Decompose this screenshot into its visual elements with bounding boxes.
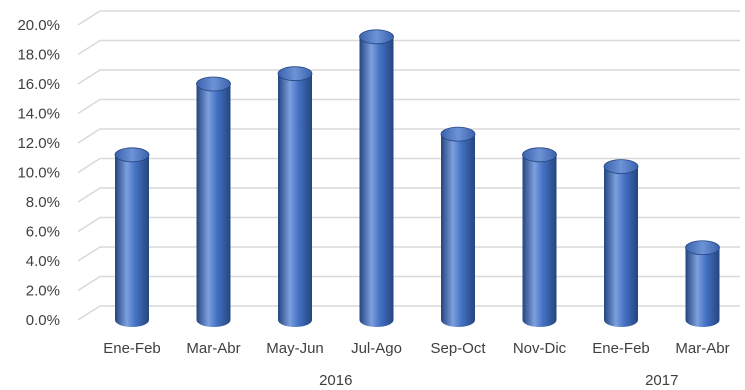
x-axis-category-labels: Ene-Feb Mar-Abr May-Jun Jul-Ago Sep-Oct Nov-D… [103, 340, 729, 357]
gridline [77, 98, 740, 115]
bar [522, 147, 557, 327]
x-category-label: Ene-Feb [103, 340, 161, 357]
gridline [77, 246, 740, 262]
y-tick-label: 2.0% [26, 283, 60, 300]
x-category-label: Ene-Feb [592, 340, 650, 357]
bar [277, 66, 313, 327]
y-tick-label: 14.0% [17, 106, 60, 123]
y-tick-label: 8.0% [26, 194, 60, 211]
bar [440, 126, 476, 327]
gridline [77, 10, 740, 26]
bar [603, 159, 639, 327]
x-category-label: Mar-Abr [675, 340, 729, 357]
gridline [77, 128, 740, 144]
gridline [77, 39, 740, 56]
gridline [77, 69, 740, 85]
x-category-label: Mar-Abr [186, 340, 240, 357]
gridline [77, 187, 740, 203]
y-tick-label: 0.0% [26, 312, 60, 329]
x-category-label: Jul-Ago [351, 340, 402, 357]
gridlines [77, 10, 740, 321]
bar [359, 29, 394, 328]
y-tick-label: 10.0% [17, 165, 60, 182]
x-category-label: Nov-Dic [513, 340, 567, 357]
x-group-label: 2016 [319, 372, 352, 389]
gridline [77, 216, 740, 233]
bars [114, 29, 720, 328]
x-category-label: May-Jun [266, 340, 324, 357]
bar [114, 147, 150, 327]
y-tick-label: 4.0% [26, 253, 60, 270]
y-tick-label: 6.0% [26, 224, 60, 241]
y-axis-tick-labels: 0.0% 2.0% 4.0% 6.0% 8.0% 10.0% 12.0% 14.0% 16.0%… [17, 17, 60, 329]
x-axis-group-labels: 2016 2017 [319, 372, 678, 389]
y-tick-label: 18.0% [17, 47, 60, 64]
x-category-label: Sep-Oct [430, 340, 486, 357]
bar [196, 76, 231, 327]
gridline [77, 305, 740, 321]
y-tick-label: 16.0% [17, 76, 60, 93]
bar [685, 240, 720, 327]
gridline [77, 275, 740, 292]
y-tick-label: 12.0% [17, 135, 60, 152]
x-group-label: 2017 [645, 372, 678, 389]
y-tick-label: 20.0% [17, 17, 60, 34]
gridline [77, 157, 740, 174]
